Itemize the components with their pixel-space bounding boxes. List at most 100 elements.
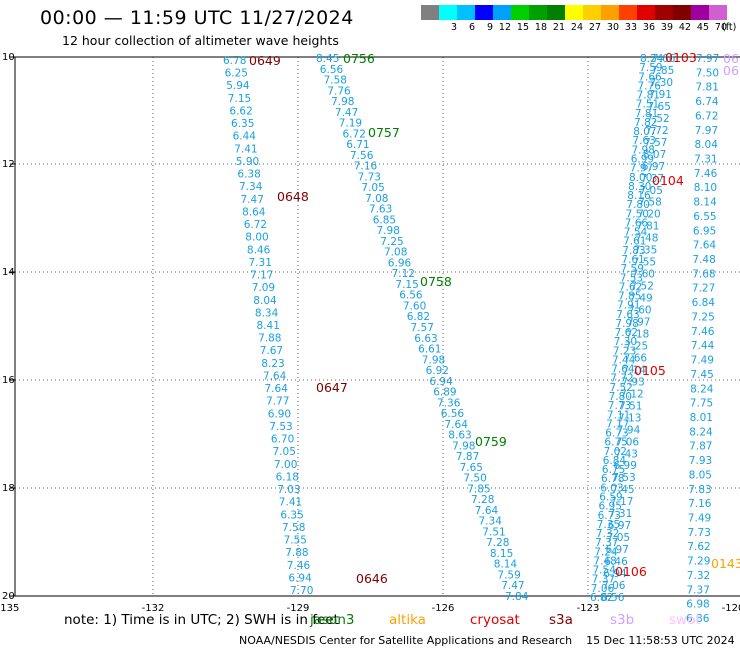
legend-tick-label: 30 xyxy=(606,22,619,33)
pass-time-label: 0647 xyxy=(316,380,348,395)
wave-height-value: 7.13 xyxy=(618,412,641,424)
y-tick-label: 12 xyxy=(2,159,15,170)
wave-height-value: 7.47 xyxy=(335,107,358,119)
x-tick-label: -132 xyxy=(142,603,165,614)
wave-height-value: 8.04 xyxy=(695,139,719,151)
wave-height-value: 7.45 xyxy=(690,369,713,381)
map-grid xyxy=(14,56,740,597)
wave-height-value: 7.56 xyxy=(350,150,374,162)
track-far-e: 7.97 7.50 7.81 6.74 6.72 7.97 8.04 7.31 7.46 8.10… xyxy=(686,53,719,625)
wave-height-value: 7.61 xyxy=(623,236,646,248)
wave-height-value: 7.30 xyxy=(614,336,637,348)
wave-height-value: 7.63 xyxy=(616,309,639,321)
wave-height-value: 7.72 xyxy=(645,125,668,137)
wave-height-value: 7.62 xyxy=(687,541,710,553)
track-east-d: 7.667.857.307.917.657.527.727.578.076.97… xyxy=(601,53,676,604)
wave-height-value: 7.73 xyxy=(688,527,711,539)
legend-tick-label: 9 xyxy=(486,22,493,33)
wave-height-value: 7.35 xyxy=(597,519,620,531)
legend-tick-label: 18 xyxy=(534,22,547,33)
altimeter-tracks: 6.786.255.947.156.626.356.447.415.906.38… xyxy=(223,53,719,625)
legend-swatch: 21 xyxy=(547,5,565,33)
wave-height-value: 7.62 xyxy=(619,281,642,293)
wave-height-value: 7.58 xyxy=(638,197,661,209)
wave-height-value: 8.14 xyxy=(693,197,717,209)
wave-height-value: 7.02 xyxy=(604,446,627,458)
wave-height-value: 6.98 xyxy=(686,599,709,611)
wave-height-value: 7.64 xyxy=(475,505,499,517)
wave-height-value: 7.53 xyxy=(612,472,635,484)
wave-height-value: 7.59 xyxy=(621,263,644,275)
wave-height-value: 7.12 xyxy=(392,268,415,280)
wave-height-value: 6.82 xyxy=(407,311,430,323)
wave-height-value: 7.03 xyxy=(277,484,300,496)
wave-height-value: 7.77 xyxy=(266,396,289,408)
wave-height-value: 7.73 xyxy=(608,400,631,412)
wave-height-value: 6.62 xyxy=(229,106,252,118)
wave-height-value: 7.05 xyxy=(607,532,630,544)
pass-time-label: 0756 xyxy=(343,51,375,66)
wave-height-value: 7.17 xyxy=(250,270,273,282)
wave-height-value: 7.16 xyxy=(354,161,378,173)
wave-height-value: 7.41 xyxy=(279,497,302,509)
wave-height-value: 7.64 xyxy=(445,419,469,431)
wave-height-value: 7.63 xyxy=(369,204,392,216)
pass-time-label: 0103 xyxy=(665,50,697,65)
wave-height-value: 7.68 xyxy=(692,268,715,280)
y-tick-label: 18 xyxy=(2,483,15,494)
wave-height-value: 7.64 xyxy=(263,371,287,383)
wave-height-value: 7.81 xyxy=(636,221,659,233)
wave-height-value: 7.85 xyxy=(467,483,490,495)
wave-height-value: 6.75 xyxy=(604,437,627,449)
wave-height-value: 7.36 xyxy=(437,397,461,409)
wave-height-value: 7.75 xyxy=(690,398,713,410)
wave-height-value: 7.83 xyxy=(688,484,711,496)
wave-height-value: 7.66 xyxy=(652,53,676,65)
legend-tick-label: 21 xyxy=(552,22,565,33)
wave-height-value: 7.87 xyxy=(689,441,712,453)
wave-height-value: 8.01 xyxy=(690,412,713,424)
wave-height-value: 8.34 xyxy=(255,307,279,319)
pass-time-label: 06 xyxy=(723,51,739,66)
wave-height-value: 7.55 xyxy=(284,535,307,547)
pass-time-label: 0649 xyxy=(249,53,281,68)
wave-height-value: 7.06 xyxy=(591,583,615,595)
wave-height-value: 6.97 xyxy=(608,520,631,532)
wave-height-value: 7.98 xyxy=(615,318,638,330)
wave-height-value: 7.48 xyxy=(635,233,658,245)
wave-height-value: 7.37 xyxy=(641,173,664,185)
wave-height-value: 8.41 xyxy=(257,320,280,332)
x-tick-label: -123 xyxy=(577,603,600,614)
y-tick-label: 16 xyxy=(2,375,15,386)
wave-height-value: 7.60 xyxy=(632,269,655,281)
wave-height-value: 7.51 xyxy=(482,526,505,538)
wave-height-value: 6.90 xyxy=(268,408,291,420)
wave-height-value: 7.05 xyxy=(361,182,384,194)
wave-height-value: 7.17 xyxy=(610,496,633,508)
wave-height-value: 7.49 xyxy=(688,513,711,525)
wave-height-value: 7.31 xyxy=(249,257,272,269)
wave-height-value: 7.32 xyxy=(687,570,710,582)
wave-height-value: 7.15 xyxy=(228,93,251,105)
wave-height-value: 8.24 xyxy=(640,53,664,65)
wave-height-value: 7.43 xyxy=(615,448,638,460)
wave-height-value: 7.88 xyxy=(285,547,308,559)
wave-height-value: 7.51 xyxy=(619,400,642,412)
legend-tick-label: 45 xyxy=(696,22,709,33)
pass-time-label: 0648 xyxy=(277,189,309,204)
wave-height-value: 7.64 xyxy=(693,240,717,252)
wave-height-value: 6.44 xyxy=(233,131,257,143)
satellite-label: s3a xyxy=(549,612,573,628)
wave-height-value: 6.38 xyxy=(237,169,260,181)
satellite-label: jason3 xyxy=(310,612,355,628)
wave-height-value: 6.94 xyxy=(429,376,453,388)
wave-height-value: 7.11 xyxy=(607,409,630,421)
wave-height-value: 7.31 xyxy=(609,508,632,520)
wave-height-value: 7.44 xyxy=(612,355,636,367)
wave-height-value: 6.96 xyxy=(388,257,412,269)
wave-height-value: 7.34 xyxy=(239,181,263,193)
wave-height-value: 6.82 xyxy=(590,592,613,604)
wave-height-value: 7.98 xyxy=(632,144,655,156)
satellite-label: altika xyxy=(389,612,426,628)
page-title: 00:00 — 11:59 UTC 11/27/2024 xyxy=(40,7,354,29)
